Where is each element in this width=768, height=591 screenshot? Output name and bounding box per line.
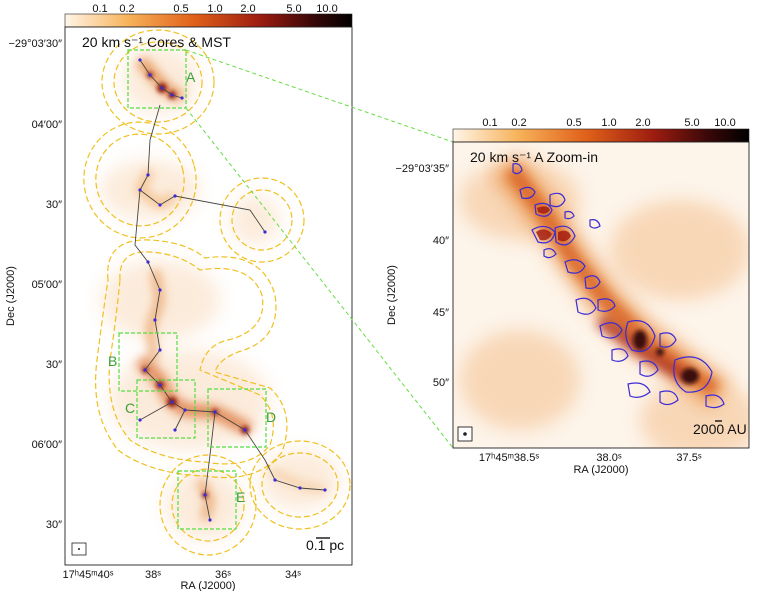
left-scalebar-label: 0.1 pc bbox=[306, 537, 344, 553]
region-box-e bbox=[177, 470, 237, 530]
right-colorbar-ticks: 0.1 0.2 0.5 1.0 2.0 5.0 10.0 bbox=[482, 117, 735, 129]
zoom-connectors bbox=[185, 49, 454, 449]
region-label-d: D bbox=[266, 409, 276, 425]
left-dec-tick: 30″ bbox=[46, 199, 62, 211]
left-ra-tick: 36ˢ bbox=[215, 569, 231, 581]
left-cbar-tick: 0.1 bbox=[92, 3, 107, 15]
right-panel-title: 20 km s⁻¹ A Zoom-in bbox=[470, 149, 598, 165]
left-cbar-tick: 1.0 bbox=[207, 3, 222, 15]
region-box-b bbox=[118, 332, 178, 392]
region-box-d bbox=[207, 388, 267, 448]
left-dec-tick: 05′00″ bbox=[32, 279, 63, 291]
region-box-a bbox=[127, 49, 187, 109]
right-dec-ticks: −29°03′35″ 40″ 45″ 50″ bbox=[396, 163, 450, 389]
region-label-b: B bbox=[108, 353, 117, 369]
left-panel-title: 20 km s⁻¹ Cores & MST bbox=[82, 34, 231, 50]
left-ra-tick: 38ˢ bbox=[145, 569, 161, 581]
left-dec-tick: 30″ bbox=[46, 359, 62, 371]
right-cbar-tick: 0.2 bbox=[511, 117, 526, 129]
right-map-frame bbox=[452, 141, 750, 449]
left-dec-ticks: −29°03′30″ 04′00″ 30″ 05′00″ 30″ 06′00″ … bbox=[9, 38, 63, 531]
left-cbar-tick: 10.0 bbox=[316, 3, 337, 15]
right-cbar-tick: 5.0 bbox=[684, 117, 699, 129]
left-map-image: A B C D E bbox=[71, 29, 351, 556]
left-beam-box bbox=[71, 542, 87, 556]
left-xlabel: RA (J2000) bbox=[180, 580, 235, 591]
core-markers bbox=[138, 58, 327, 522]
left-cbar-tick: 5.0 bbox=[286, 3, 301, 15]
left-cbar-tick: 2.0 bbox=[240, 3, 255, 15]
left-dec-tick: −29°03′30″ bbox=[9, 38, 63, 50]
left-ylabel: Dec (J2000) bbox=[5, 266, 17, 326]
left-beam bbox=[78, 548, 80, 550]
right-ra-tick: 17ʰ45ᵐ38.5ˢ bbox=[479, 452, 539, 464]
region-box-c bbox=[136, 379, 196, 439]
left-dec-tick: 30″ bbox=[46, 519, 62, 531]
right-scalebar-label: 2000 AU bbox=[693, 421, 747, 437]
region-boxes bbox=[118, 49, 267, 530]
right-ra-ticks: 17ʰ45ᵐ38.5ˢ 38.0ˢ 37.5ˢ bbox=[479, 452, 702, 464]
right-dec-tick: 45″ bbox=[433, 307, 449, 319]
region-label-a: A bbox=[186, 69, 196, 85]
left-colorbar bbox=[64, 13, 353, 28]
right-cbar-tick: 2.0 bbox=[635, 117, 650, 129]
right-panel: 0.1 0.2 0.5 1.0 2.0 5.0 10.0 bbox=[386, 117, 750, 476]
left-ra-tick: 17ʰ45ᵐ40ˢ bbox=[63, 569, 114, 581]
left-cbar-tick: 0.5 bbox=[173, 3, 188, 15]
region-label-c: C bbox=[125, 400, 135, 416]
left-cbar-tick: 0.2 bbox=[119, 3, 134, 15]
right-cbar-tick: 1.0 bbox=[601, 117, 616, 129]
right-cbar-tick: 0.1 bbox=[482, 117, 497, 129]
region-contours bbox=[83, 29, 351, 556]
right-beam bbox=[463, 432, 467, 436]
right-dec-tick: 40″ bbox=[433, 235, 449, 247]
core-contours bbox=[512, 163, 725, 409]
left-panel: 0.1 0.2 0.5 1.0 2.0 5.0 10.0 bbox=[5, 3, 353, 591]
left-dec-tick: 04′00″ bbox=[32, 119, 63, 131]
right-cbar-tick: 10.0 bbox=[714, 117, 735, 129]
right-dec-tick: −29°03′35″ bbox=[396, 163, 450, 175]
right-dec-tick: 50″ bbox=[433, 377, 449, 389]
left-ra-tick: 34ˢ bbox=[285, 569, 301, 581]
region-label-e: E bbox=[236, 489, 245, 505]
right-ra-tick: 38.0ˢ bbox=[596, 452, 621, 464]
right-cbar-tick: 0.5 bbox=[566, 117, 581, 129]
right-colorbar bbox=[452, 128, 750, 143]
right-xlabel: RA (J2000) bbox=[573, 464, 628, 476]
left-dec-tick: 06′00″ bbox=[32, 439, 63, 451]
left-ra-ticks: 17ʰ45ᵐ40ˢ 38ˢ 36ˢ 34ˢ bbox=[63, 569, 302, 581]
left-map-frame bbox=[64, 26, 353, 566]
left-colorbar-ticks: 0.1 0.2 0.5 1.0 2.0 5.0 10.0 bbox=[92, 3, 337, 15]
right-ylabel: Dec (J2000) bbox=[386, 265, 398, 325]
right-map-image bbox=[457, 154, 749, 448]
right-ra-tick: 37.5ˢ bbox=[676, 452, 701, 464]
